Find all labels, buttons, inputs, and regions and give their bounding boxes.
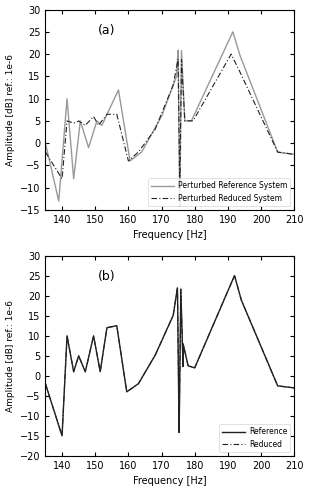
X-axis label: Frequency [Hz]: Frequency [Hz] [133, 230, 207, 241]
Reduced [233, 273, 236, 278]
Perturbed Reference System [288, 151, 291, 156]
Perturbed Reduced System [261, 118, 265, 123]
Perturbed Reduced System [139, 146, 143, 152]
Perturbed Reduced System [288, 151, 291, 156]
Reference [288, 384, 291, 390]
Reduced [288, 384, 291, 390]
Perturbed Reduced System [44, 149, 47, 155]
Reference [233, 273, 236, 278]
Perturbed Reduced System [72, 120, 76, 126]
Perturbed Reduced System [150, 131, 154, 137]
Reduced [292, 385, 296, 391]
Perturbed Reference System [72, 174, 76, 180]
Reference [139, 376, 143, 382]
Perturbed Reduced System [178, 186, 182, 192]
Reduced [87, 354, 91, 360]
Perturbed Reduced System [229, 51, 233, 57]
Line: Perturbed Reference System: Perturbed Reference System [45, 32, 294, 206]
Reference [261, 348, 265, 354]
Text: (b): (b) [98, 270, 115, 282]
Legend: Reference, Reduced: Reference, Reduced [219, 424, 290, 452]
Line: Reduced: Reduced [45, 276, 294, 436]
Perturbed Reduced System [87, 119, 91, 125]
Perturbed Reference System [231, 29, 235, 35]
Perturbed Reference System [139, 150, 143, 155]
Text: (a): (a) [98, 24, 115, 36]
Y-axis label: Amplitude [dB] ref.: 1e-6: Amplitude [dB] ref.: 1e-6 [6, 54, 15, 166]
Reference [72, 368, 76, 374]
Reduced [72, 368, 76, 374]
Perturbed Reference System [87, 145, 91, 151]
Reduced [261, 348, 265, 354]
Reference [87, 354, 91, 360]
Reference [60, 433, 64, 439]
Perturbed Reference System [292, 152, 296, 157]
Perturbed Reference System [44, 140, 47, 146]
Perturbed Reduced System [292, 152, 296, 157]
Reference [292, 385, 296, 391]
Perturbed Reference System [150, 131, 154, 137]
Reduced [139, 376, 143, 382]
Line: Reference: Reference [45, 276, 294, 436]
Reduced [44, 381, 47, 387]
Reduced [150, 358, 154, 364]
Reference [150, 358, 154, 364]
Y-axis label: Amplitude [dB] ref.: 1e-6: Amplitude [dB] ref.: 1e-6 [6, 300, 15, 412]
Reference [44, 381, 47, 387]
Perturbed Reference System [178, 203, 182, 209]
Legend: Perturbed Reference System, Perturbed Reduced System: Perturbed Reference System, Perturbed Re… [148, 178, 290, 206]
Line: Perturbed Reduced System: Perturbed Reduced System [45, 54, 294, 189]
Reduced [60, 433, 64, 439]
X-axis label: Frequency [Hz]: Frequency [Hz] [133, 476, 207, 487]
Perturbed Reference System [261, 111, 265, 117]
